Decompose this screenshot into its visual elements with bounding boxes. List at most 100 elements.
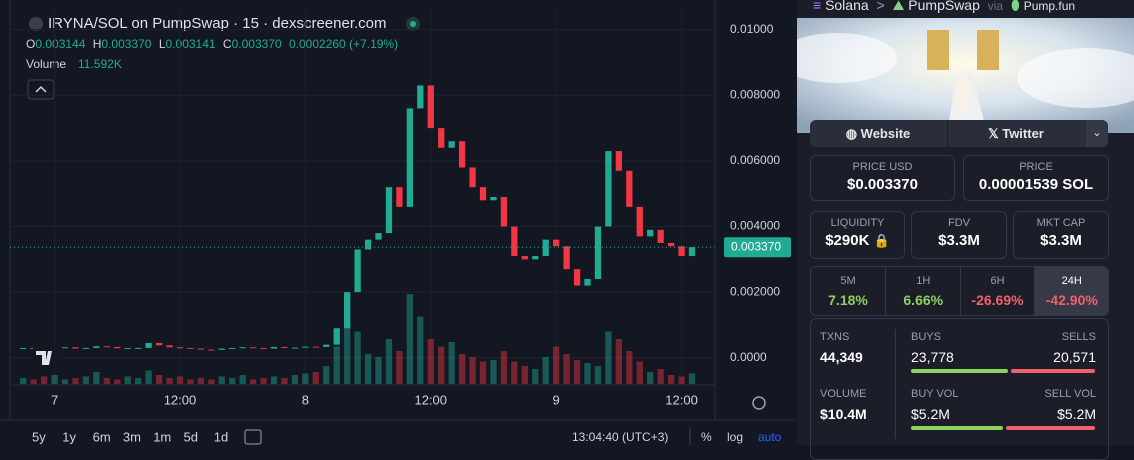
chart-title: IRYNA/SOL on PumpSwap · 15 · dexscreener…: [48, 15, 387, 32]
candle-body: [354, 249, 361, 293]
value: 23,778: [911, 349, 954, 365]
ohlc-change: 0.0002260 (+7.19%): [289, 37, 398, 51]
period-tab[interactable]: 6H -26.69%: [959, 267, 1035, 315]
value: $290K 🔒: [825, 232, 890, 249]
chain[interactable]: Solana: [825, 0, 869, 13]
period-label: 5M: [840, 275, 856, 287]
candle-body: [511, 226, 518, 257]
volume-bar: [438, 346, 445, 384]
range-button[interactable]: 6m: [93, 429, 111, 444]
sells-bar: [1011, 369, 1095, 373]
range-button[interactable]: 1m: [153, 429, 171, 444]
volume-bar: [155, 375, 163, 384]
volume-bar: [553, 346, 560, 384]
volume-bar: [469, 357, 476, 384]
volume-bar: [72, 378, 79, 384]
twitter-button[interactable]: 𝕏 Twitter: [988, 126, 1044, 141]
auto-button[interactable]: auto: [758, 430, 782, 444]
candle-body: [249, 347, 257, 349]
collapse-button[interactable]: [27, 79, 55, 100]
divider: [895, 329, 896, 439]
volume-bar: [626, 351, 633, 384]
volume-bar: [657, 369, 664, 384]
mkt-cap: MKT CAP $3.3M: [1013, 211, 1109, 259]
settings-icon[interactable]: [752, 396, 766, 410]
volume-bar: [563, 354, 570, 384]
candle-body: [657, 229, 664, 243]
candle-body: [532, 256, 539, 260]
percent-button[interactable]: %: [701, 430, 712, 444]
range-button[interactable]: 3m: [123, 429, 141, 444]
y-tick-label: 0.002000: [730, 284, 780, 298]
value: 0.00001539 SOL: [978, 176, 1094, 193]
value: $5.2M: [1057, 406, 1096, 422]
label: LIQUIDITY: [830, 217, 885, 229]
value: $3.3M: [938, 232, 980, 249]
period-tab[interactable]: 24H -42.90%: [1033, 267, 1108, 315]
volume-bar: [270, 376, 278, 384]
volume-bar: [312, 372, 319, 384]
more-button[interactable]: ⌄: [1086, 120, 1108, 147]
volume-bar: [218, 376, 225, 384]
candle-body: [667, 242, 675, 247]
range-button[interactable]: 1d: [214, 429, 228, 444]
y-tick-label: 0.006000: [730, 153, 780, 167]
volume-bar: [573, 360, 581, 384]
value: $5.2M: [911, 406, 950, 422]
volume-bar: [61, 379, 69, 384]
volume-bar: [145, 370, 152, 384]
volume-bar: [500, 351, 508, 384]
volume-bar: [678, 376, 685, 384]
candle-body: [647, 229, 654, 237]
chart-bg: [0, 0, 795, 445]
x-tick-label: 12:00: [665, 392, 698, 407]
crumb-sep: >: [876, 0, 885, 13]
candle-body: [427, 85, 434, 129]
volume-bar: [344, 324, 351, 384]
period-tab[interactable]: 5M 7.18%: [811, 267, 885, 315]
range-button[interactable]: 5d: [184, 429, 198, 444]
volume-bar: [594, 366, 602, 384]
y-tick-label: 0.004000: [730, 219, 780, 233]
date-range-icon[interactable]: [244, 429, 262, 445]
candle-body: [103, 346, 110, 348]
figure: [955, 73, 971, 113]
gate: [977, 30, 999, 70]
tv-logo[interactable]: [36, 351, 52, 365]
launchpad[interactable]: Pump.fun: [1023, 0, 1076, 13]
candle-body: [270, 346, 278, 349]
value: 20,571: [1053, 349, 1096, 365]
label: TXNS: [820, 331, 850, 343]
volume-bar: [511, 361, 518, 384]
candle-body: [584, 279, 591, 286]
clock: 13:04:40 (UTC+3): [572, 430, 668, 444]
label: BUYS: [911, 331, 941, 343]
x-tick-label: 9: [553, 392, 560, 407]
volume-bar: [667, 375, 675, 384]
dex[interactable]: PumpSwap: [908, 0, 980, 13]
buy-vol-bar: [911, 426, 1003, 430]
log-button[interactable]: log: [727, 430, 743, 444]
volume-bar: [605, 331, 612, 384]
status-dot: [410, 21, 416, 27]
volume-bar: [40, 376, 48, 384]
candle-body: [239, 347, 246, 349]
volume-bar: [249, 379, 257, 384]
website-button[interactable]: ◍ Website: [845, 126, 911, 141]
candle-body: [417, 85, 424, 109]
period-label: 24H: [1061, 275, 1082, 287]
buys-bar: [911, 369, 1008, 373]
volume-bar: [260, 378, 267, 384]
period-tab[interactable]: 1H 6.66%: [885, 267, 960, 315]
period-change: 6.66%: [903, 292, 944, 308]
period-label: 6H: [990, 275, 1005, 287]
candle-body: [323, 344, 330, 347]
collapse-icon: [35, 85, 47, 93]
range-button[interactable]: 5y: [32, 429, 46, 444]
period-change: -42.90%: [1045, 292, 1098, 308]
volume-bar: [542, 357, 549, 384]
price-sol: PRICE 0.00001539 SOL: [963, 155, 1109, 201]
range-button[interactable]: 1y: [62, 429, 76, 444]
value: $0.003370: [847, 176, 918, 193]
